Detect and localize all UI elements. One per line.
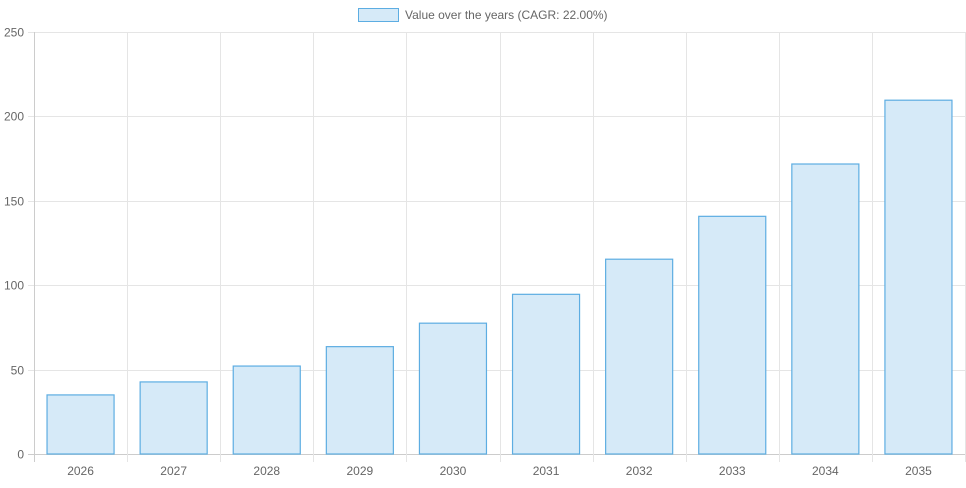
bar-2026 — [46, 394, 115, 455]
x-tick-label: 2031 — [533, 464, 560, 478]
x-tick-label: 2033 — [719, 464, 746, 478]
bar-2033 — [698, 215, 767, 455]
y-tick-label: 200 — [4, 110, 24, 124]
x-tick-label: 2030 — [440, 464, 467, 478]
bar-2032 — [605, 258, 674, 455]
x-tick-label: 2034 — [812, 464, 839, 478]
y-tick-label: 0 — [17, 448, 24, 462]
y-tick-label: 50 — [11, 364, 25, 378]
x-tick-label: 2026 — [67, 464, 94, 478]
x-tick-label: 2029 — [346, 464, 373, 478]
bar-2035 — [884, 99, 953, 455]
legend-label: Value over the years (CAGR: 22.00%) — [405, 8, 608, 22]
bar-2027 — [139, 381, 208, 455]
x-tick-label: 2032 — [626, 464, 653, 478]
bar-2030 — [418, 322, 488, 455]
y-tick-label: 250 — [4, 26, 24, 40]
bar-2034 — [791, 163, 860, 455]
x-tick-label: 2028 — [253, 464, 280, 478]
bar-2028 — [232, 365, 301, 455]
legend-swatch — [358, 8, 399, 22]
y-tick-label: 150 — [4, 195, 24, 209]
x-tick-label: 2035 — [905, 464, 932, 478]
bar-2029 — [325, 346, 394, 455]
y-tick-label: 100 — [4, 279, 24, 293]
x-tick-label: 2027 — [160, 464, 187, 478]
legend[interactable]: Value over the years (CAGR: 22.00%) — [358, 8, 608, 22]
bar-2031 — [511, 293, 581, 455]
